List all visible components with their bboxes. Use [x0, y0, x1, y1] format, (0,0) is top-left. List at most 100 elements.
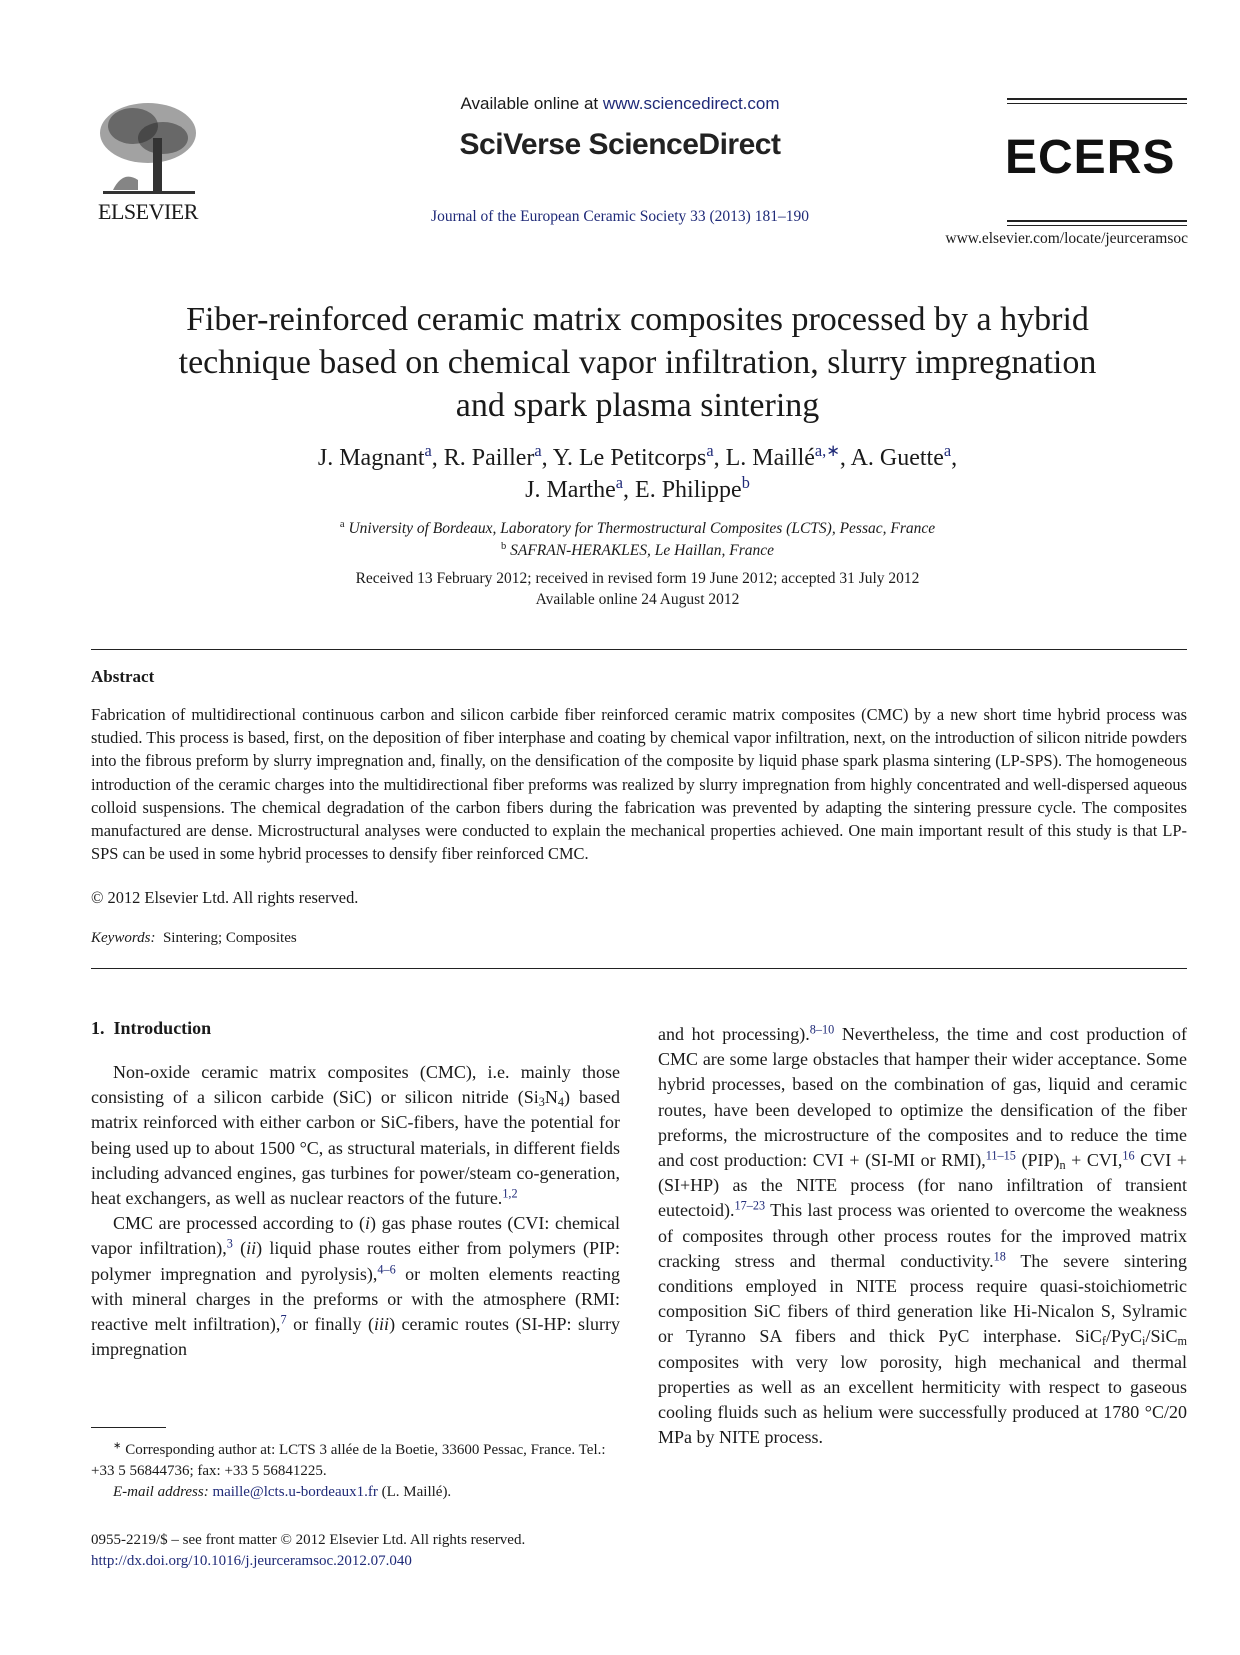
title-line: Fiber-reinforced ceramic matrix composit…: [186, 301, 1089, 338]
reference-superscript[interactable]: a: [534, 441, 542, 461]
text-run: /SiC: [1145, 1326, 1178, 1347]
paragraph: CMC are processed according to (i) gas p…: [91, 1211, 620, 1362]
section-heading: 1. Introduction: [91, 1018, 212, 1038]
keywords-label: Keywords:: [91, 930, 156, 946]
reference-superscript[interactable]: 7: [280, 1312, 287, 1327]
received-dates: Received 13 February 2012; received in r…: [355, 570, 920, 587]
reference-superscript[interactable]: 8–10: [809, 1022, 835, 1037]
text-run: CVI + (SI+HP) as the NITE process (for n…: [658, 1150, 1187, 1221]
intro-column-1: Non-oxide ceramic matrix composites (CMC…: [91, 1060, 620, 1362]
reference-superscript[interactable]: 1,2: [502, 1186, 518, 1201]
affiliation-text: University of Bordeaux, Laboratory for T…: [348, 520, 936, 537]
text-run: ) liquid phase routes either from polyme…: [91, 1238, 620, 1284]
reference-superscript[interactable]: 3: [226, 1236, 233, 1251]
authors-line: J. Marthea, E. Philippeb: [100, 474, 1175, 506]
footnote-mark: ∗: [113, 1440, 122, 1452]
corresponding-text: Corresponding author at: LCTS 3 allée de…: [91, 1442, 606, 1479]
text-run: or finally (: [286, 1314, 375, 1335]
issn-line: 0955-2219/$ – see front matter © 2012 El…: [91, 1532, 526, 1548]
affiliations: a University of Bordeaux, Laboratory for…: [100, 518, 1175, 562]
journal-url[interactable]: www.elsevier.com/locate/jeurceramsoc: [945, 230, 1188, 247]
subscript: n: [1059, 1158, 1066, 1173]
text-run: , R. Pailler: [431, 445, 535, 471]
elsevier-logo: ELSEVIER: [88, 98, 208, 225]
affiliation-b: b SAFRAN-HERAKLES, Le Haillan, France: [100, 540, 1175, 562]
reference-superscript[interactable]: a: [943, 441, 952, 461]
elsevier-wordmark: ELSEVIER: [98, 199, 198, 224]
text-run: /PyC: [1106, 1326, 1143, 1347]
italic-text: iii: [374, 1314, 390, 1335]
text-run: (: [232, 1238, 247, 1259]
text-run: (PIP): [1015, 1150, 1060, 1171]
text-run: Non-oxide ceramic matrix composites (CMC…: [91, 1062, 620, 1108]
subscript: 4: [557, 1095, 565, 1110]
sciencedirect-link[interactable]: www.sciencedirect.com: [602, 94, 780, 113]
abstract-copyright: © 2012 Elsevier Ltd. All rights reserved…: [91, 888, 359, 907]
ecers-logo: ECERS: [1005, 131, 1176, 184]
paragraph: and hot processing).8–10 Nevertheless, t…: [658, 1022, 1187, 1450]
available-online-label: Available online at: [460, 94, 603, 113]
title-line: and spark plasma sintering: [455, 387, 820, 424]
email-name: (L. Maillé).: [377, 1484, 452, 1500]
front-matter: 0955-2219/$ – see front matter © 2012 El…: [91, 1530, 525, 1572]
abstract-text: Fabrication of multidirectional continuo…: [91, 705, 1187, 864]
text-run: , E. Philippe: [623, 477, 742, 503]
journal-citation[interactable]: Journal of the European Ceramic Society …: [431, 208, 809, 225]
article-title: Fiber-reinforced ceramic matrix composit…: [100, 298, 1175, 427]
authors: J. Magnanta, R. Paillera, Y. Le Petitcor…: [100, 442, 1175, 506]
text-run: This last process was oriented to overco…: [658, 1200, 1187, 1271]
text-run: J. Magnant: [317, 445, 425, 471]
text-run: ) ceramic routes (SI-HP: slurry impregna…: [91, 1314, 620, 1360]
affiliation-a: a University of Bordeaux, Laboratory for…: [100, 518, 1175, 540]
reference-superscript[interactable]: a: [706, 441, 714, 461]
elsevier-tree-icon: [100, 103, 196, 194]
text-run: The severe sintering conditions employed…: [658, 1250, 1187, 1347]
subscript: i: [1142, 1334, 1146, 1349]
reference-superscript[interactable]: 18: [993, 1249, 1006, 1264]
email-label: E-mail address:: [113, 1484, 209, 1500]
text-run: or molten elements reacting with mineral…: [91, 1263, 620, 1335]
text-run: ) gas phase routes (CVI: chemical vapor …: [91, 1213, 621, 1259]
reference-superscript[interactable]: b: [741, 473, 750, 493]
text-run: ,: [951, 445, 958, 471]
sciverse-brand: SciVerse ScienceDirect: [459, 128, 781, 161]
keywords: Keywords: Sintering; Composites: [91, 930, 297, 947]
italic-text: i: [365, 1213, 371, 1234]
intro-column-2: and hot processing).8–10 Nevertheless, t…: [658, 1022, 1187, 1450]
text-run: J. Marthe: [525, 477, 616, 503]
available-online: Available online at www.sciencedirect.co…: [360, 94, 880, 114]
text-run: , Y. Le Petitcorps: [541, 445, 707, 471]
text-run: CMC are processed according to (: [113, 1213, 365, 1234]
keywords-list: Sintering; Composites: [162, 930, 297, 946]
reference-superscript[interactable]: 17–23: [734, 1198, 766, 1213]
affiliation-mark: a: [339, 519, 345, 531]
text-run: , L. Maillé: [713, 445, 815, 471]
available-online-date: Available online 24 August 2012: [535, 591, 740, 608]
text-run: , A. Guette: [839, 445, 944, 471]
dates: Received 13 February 2012; received in r…: [100, 568, 1175, 610]
paragraph: Non-oxide ceramic matrix composites (CMC…: [91, 1060, 620, 1211]
text-run: + CVI,: [1065, 1150, 1123, 1171]
reference-superscript[interactable]: a,∗: [814, 441, 840, 461]
reference-superscript[interactable]: 4–6: [377, 1261, 396, 1276]
corresponding-footnote: ∗ Corresponding author at: LCTS 3 allée …: [91, 1440, 620, 1503]
affiliation-text: SAFRAN-HERAKLES, Le Haillan, France: [510, 542, 775, 559]
subscript: f: [1101, 1334, 1106, 1349]
text-run: ) based matrix reinforced with either ca…: [91, 1087, 620, 1209]
reference-superscript[interactable]: a: [615, 473, 624, 493]
subscript: 3: [538, 1095, 545, 1110]
reference-superscript[interactable]: a: [424, 441, 432, 461]
doi-link[interactable]: http://dx.doi.org/10.1016/j.jeurceramsoc…: [91, 1553, 412, 1569]
authors-line: J. Magnanta, R. Paillera, Y. Le Petitcor…: [100, 442, 1175, 474]
abstract-heading: Abstract: [91, 667, 155, 686]
title-line: technique based on chemical vapor infilt…: [178, 344, 1097, 381]
text-run: composites with very low porosity, high …: [658, 1351, 1187, 1448]
text-run: and hot processing).: [658, 1024, 810, 1044]
text-run: Nevertheless, the time and cost producti…: [658, 1024, 1187, 1171]
affiliation-mark: b: [500, 541, 507, 553]
email-link[interactable]: maille@lcts.u-bordeaux1.fr: [212, 1484, 378, 1500]
reference-superscript[interactable]: 11–15: [985, 1148, 1016, 1163]
reference-superscript[interactable]: 16: [1122, 1148, 1135, 1163]
text-run: N: [544, 1087, 558, 1108]
